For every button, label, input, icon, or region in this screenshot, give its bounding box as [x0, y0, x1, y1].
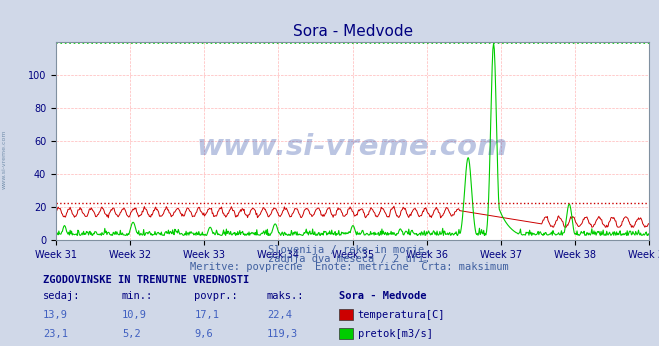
Text: www.si-vreme.com: www.si-vreme.com — [197, 133, 508, 161]
Text: pretok[m3/s]: pretok[m3/s] — [358, 329, 433, 339]
Text: 119,3: 119,3 — [267, 329, 298, 339]
Text: povpr.:: povpr.: — [194, 291, 238, 301]
Text: 13,9: 13,9 — [43, 310, 68, 320]
Text: www.si-vreme.com: www.si-vreme.com — [1, 129, 7, 189]
Text: 10,9: 10,9 — [122, 310, 147, 320]
Text: 22,4: 22,4 — [267, 310, 292, 320]
Text: maks.:: maks.: — [267, 291, 304, 301]
Text: 9,6: 9,6 — [194, 329, 213, 339]
Text: 5,2: 5,2 — [122, 329, 140, 339]
Text: Meritve: povprečne  Enote: metrične  Črta: maksimum: Meritve: povprečne Enote: metrične Črta:… — [190, 260, 509, 272]
Text: 23,1: 23,1 — [43, 329, 68, 339]
Text: temperatura[C]: temperatura[C] — [358, 310, 445, 320]
Title: Sora - Medvode: Sora - Medvode — [293, 24, 413, 39]
Text: min.:: min.: — [122, 291, 153, 301]
Text: Slovenija / reke in morje.: Slovenija / reke in morje. — [268, 245, 430, 255]
Text: zadnja dva meseca / 2 uri.: zadnja dva meseca / 2 uri. — [268, 254, 430, 264]
Text: 17,1: 17,1 — [194, 310, 219, 320]
Text: Sora - Medvode: Sora - Medvode — [339, 291, 427, 301]
Text: sedaj:: sedaj: — [43, 291, 80, 301]
Text: ZGODOVINSKE IN TRENUTNE VREDNOSTI: ZGODOVINSKE IN TRENUTNE VREDNOSTI — [43, 275, 249, 285]
